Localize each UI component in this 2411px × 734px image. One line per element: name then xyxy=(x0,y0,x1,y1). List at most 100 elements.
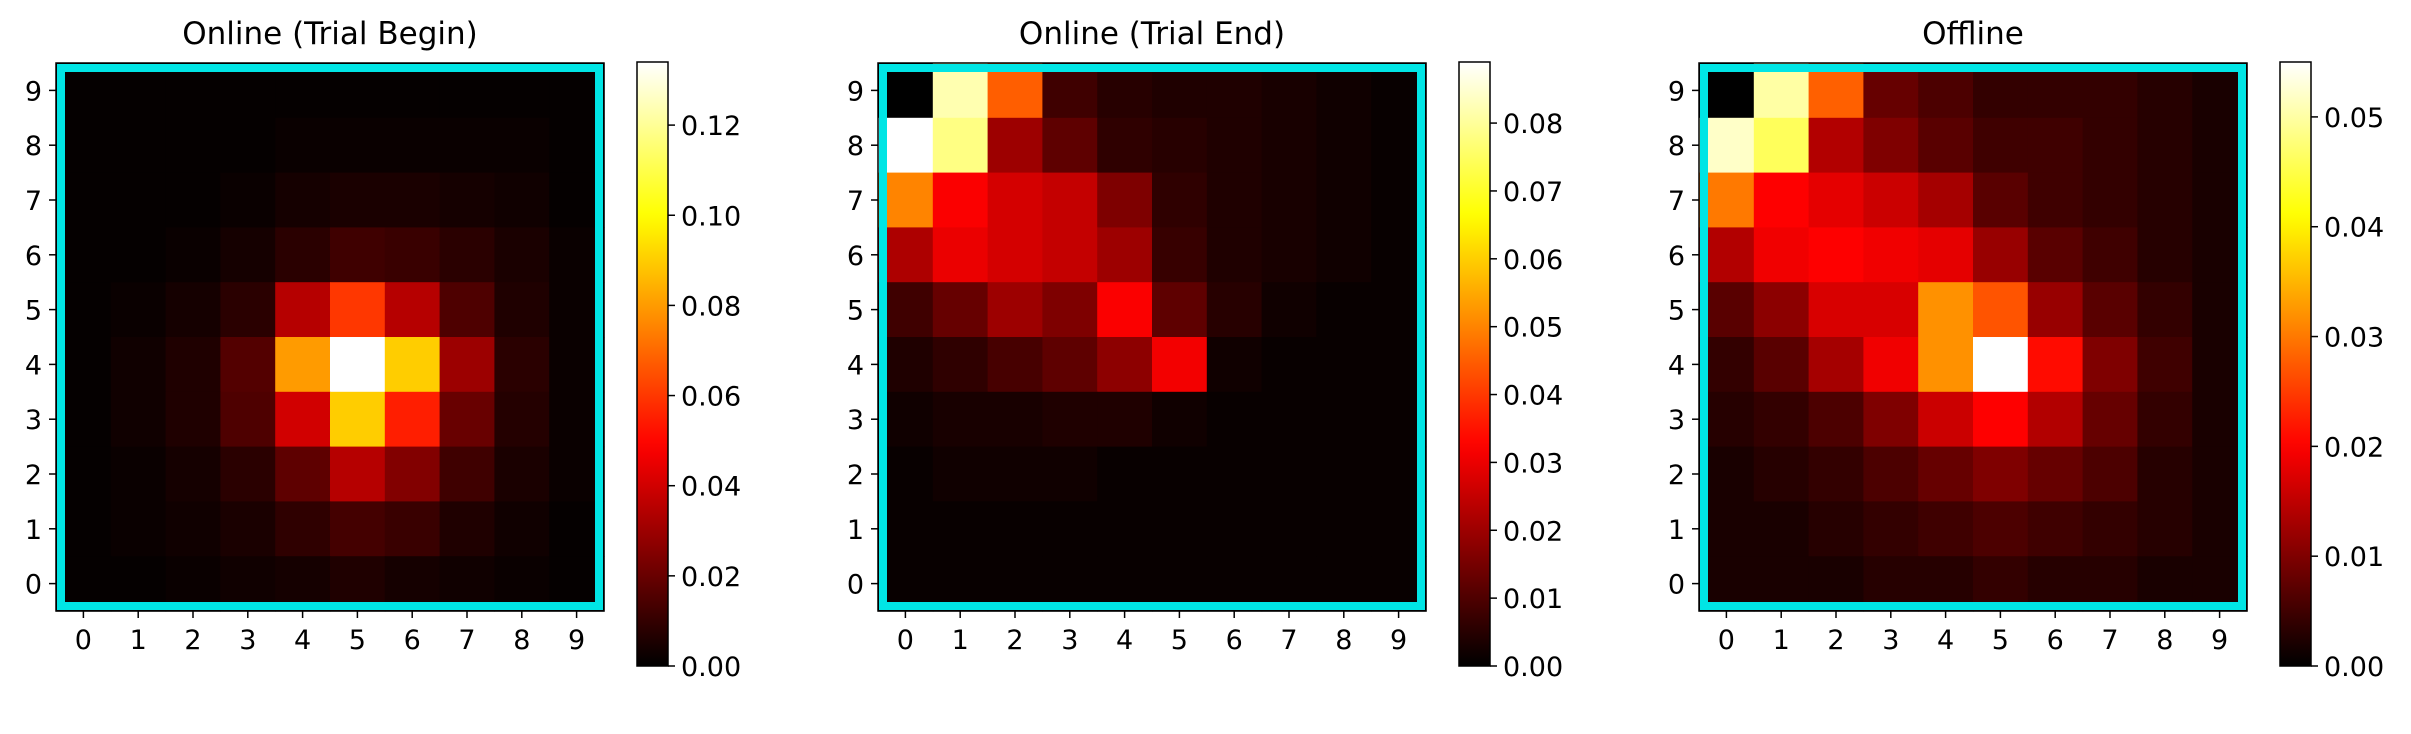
heatmap-cell xyxy=(2137,446,2193,502)
heatmap-cell xyxy=(494,117,550,174)
heatmap-cell xyxy=(1808,117,1864,174)
heatmap-cell xyxy=(384,117,441,174)
heatmap-cell xyxy=(1316,282,1372,338)
heatmap-cell xyxy=(1808,282,1864,338)
heatmap-cell xyxy=(56,227,112,283)
heatmap-cell xyxy=(987,337,1043,393)
x-tick-label: 8 xyxy=(1335,625,1352,656)
heatmap-cell xyxy=(1042,63,1098,119)
heatmap-cell xyxy=(1206,172,1263,228)
heatmap-cell xyxy=(1918,501,1974,557)
x-tick-label: 2 xyxy=(1827,625,1844,656)
colorbar-tick-label: 0.08 xyxy=(1503,109,1563,140)
heatmap-cell xyxy=(384,337,441,393)
colorbar xyxy=(636,61,669,667)
heatmap-cell xyxy=(1699,337,1755,393)
heatmap-cell xyxy=(1918,63,1974,119)
heatmap-cell xyxy=(1042,446,1098,502)
heatmap-cell xyxy=(439,117,495,174)
heatmap-cell xyxy=(110,172,167,228)
heatmap-cell xyxy=(932,227,989,283)
heatmap-cell xyxy=(2137,117,2193,174)
heatmap-cell xyxy=(932,501,989,557)
heatmap-cell xyxy=(1753,282,1810,338)
y-tick-label: 1 xyxy=(847,515,864,546)
heatmap-cell xyxy=(1261,337,1317,393)
heatmap-cell xyxy=(110,117,167,174)
heatmap-cell xyxy=(56,117,112,174)
heatmap-cell xyxy=(878,172,934,228)
colorbar-tick-label: 0.06 xyxy=(681,382,741,413)
heatmap-cell xyxy=(1808,63,1864,119)
y-tick-label: 7 xyxy=(847,186,864,217)
heatmap-cell xyxy=(2082,172,2138,228)
colorbar xyxy=(2279,61,2312,667)
heatmap-cell xyxy=(1918,337,1974,393)
heatmap-cell xyxy=(1206,446,1263,502)
colorbar-tick-label: 0.02 xyxy=(1503,516,1563,547)
heatmap-cell xyxy=(987,501,1043,557)
heatmap-cell xyxy=(330,117,386,174)
heatmap-cell xyxy=(1699,282,1755,338)
heatmap-cell xyxy=(494,172,550,228)
heatmap-cell xyxy=(2137,501,2193,557)
heatmap-cell xyxy=(1973,446,2029,502)
colorbar-tick-label: 0.07 xyxy=(1503,177,1563,208)
heatmap-cell xyxy=(932,282,989,338)
heatmap-cell xyxy=(220,63,276,119)
heatmap-cell xyxy=(2137,337,2193,393)
heatmap-cell xyxy=(1699,501,1755,557)
heatmap-cell xyxy=(1753,391,1810,448)
y-tick-label: 2 xyxy=(1668,460,1685,491)
heatmap-cell xyxy=(439,446,495,502)
x-tick-label: 6 xyxy=(1226,625,1243,656)
heatmap-cell xyxy=(1863,117,1919,174)
heatmap-cell xyxy=(1973,172,2029,228)
heatmap-cell xyxy=(1097,446,1153,502)
heatmap-cell xyxy=(384,63,441,119)
y-tick-label: 3 xyxy=(847,405,864,436)
x-tick-label: 0 xyxy=(1718,625,1735,656)
heatmap-cell xyxy=(220,117,276,174)
heatmap-cell xyxy=(1206,337,1263,393)
colorbar-tick-label: 0.04 xyxy=(681,472,741,503)
heatmap-cell xyxy=(2027,337,2084,393)
heatmap-cell xyxy=(1753,227,1810,283)
heatmap-cell xyxy=(1206,282,1263,338)
x-tick-label: 8 xyxy=(2156,625,2173,656)
colorbar-tick-label: 0.05 xyxy=(2324,103,2384,134)
heatmap-cell xyxy=(1261,117,1317,174)
heatmap-cell xyxy=(1863,391,1919,448)
heatmap-cell xyxy=(1316,227,1372,283)
heatmap-cell xyxy=(2027,501,2084,557)
heatmap-cell xyxy=(1152,446,1208,502)
heatmap-cell xyxy=(2137,282,2193,338)
colorbar-tick-label: 0.03 xyxy=(2324,323,2384,354)
heatmap-cell xyxy=(2082,391,2138,448)
heatmap-cell xyxy=(1699,117,1755,174)
heatmap-cell xyxy=(1808,172,1864,228)
heatmap-cell xyxy=(56,391,112,448)
colorbar-tick-label: 0.05 xyxy=(1503,313,1563,344)
x-tick-label: 9 xyxy=(568,625,585,656)
heatmap-cell xyxy=(439,391,495,448)
heatmap-cell xyxy=(1206,391,1263,448)
heatmap-cell xyxy=(56,501,112,557)
heatmap-cell xyxy=(275,501,331,557)
heatmap-cell xyxy=(275,117,331,174)
heatmap-cell xyxy=(932,446,989,502)
heatmap-cell xyxy=(56,63,112,119)
heatmap-cell xyxy=(384,446,441,502)
heatmap-cell xyxy=(220,227,276,283)
heatmap-cell xyxy=(932,391,989,448)
heatmap-cell xyxy=(330,446,386,502)
heatmap-cell xyxy=(1918,172,1974,228)
chart-title: Online (Trial End) xyxy=(1019,16,1285,52)
colorbar-tick-label: 0.04 xyxy=(2324,213,2384,244)
heatmap-cell xyxy=(1918,227,1974,283)
heatmap-cell xyxy=(1152,391,1208,448)
axes-frame xyxy=(1698,62,2248,612)
x-tick-label: 5 xyxy=(1992,625,2009,656)
heatmap-cell xyxy=(275,63,331,119)
x-tick-label: 3 xyxy=(1061,625,1078,656)
